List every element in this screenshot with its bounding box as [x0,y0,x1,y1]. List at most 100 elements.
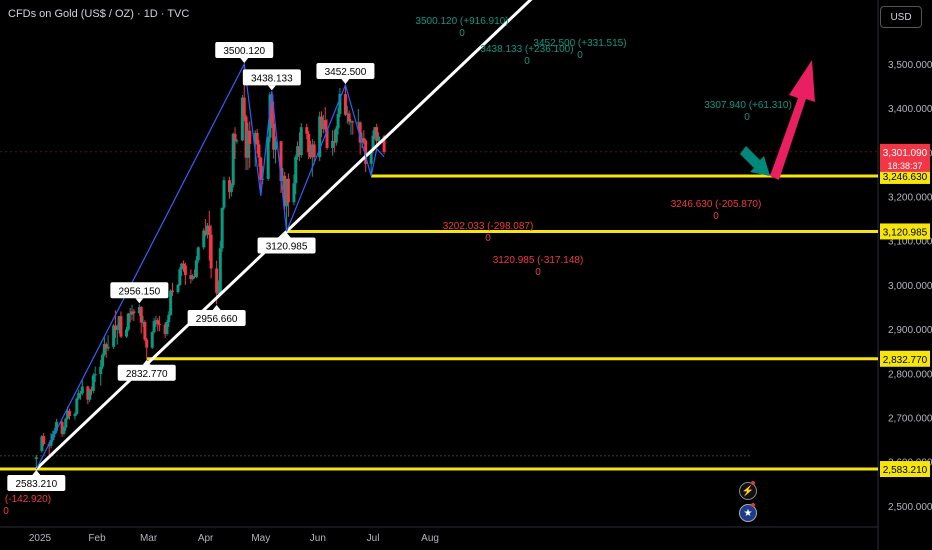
candle-body [67,410,71,417]
candle-body [204,230,208,235]
candle-body [137,306,141,314]
ascending-trendline [35,0,533,471]
candle-body [255,132,259,145]
candle-body [88,389,92,400]
level-price-tag: 3,246.630 [883,172,928,183]
point-label: 3452.500 [325,67,367,78]
countdown-timer: 18:38:37 [887,161,922,171]
current-price-tag-bg [880,143,930,172]
point-label-box [110,282,169,299]
currency-button[interactable]: USD [880,6,922,28]
point-label-tip [135,298,144,304]
pivot-annotation: 3438.133 (+236.100) [480,44,573,55]
candle-body [60,421,64,434]
point-label-tip [267,85,276,91]
candle-body [294,156,298,184]
candle-body [244,116,248,158]
candle-body [167,314,171,323]
candle-body [90,389,94,391]
candle-body [93,374,97,376]
candle-body [307,133,311,153]
candle-body [305,127,309,134]
candle-body [334,128,338,143]
candle-body [347,113,351,122]
candle-body [240,97,244,141]
candle-body [124,329,128,337]
candle-body [130,311,134,315]
candle-body [279,141,283,182]
level-price-tag: 3,120.985 [883,227,928,238]
candle-body [49,439,53,446]
bearish-arrow [740,146,770,176]
candle-body [220,207,224,249]
candle-body [349,121,353,123]
point-label: 2832.770 [126,369,168,380]
y-tick-label: 3,100.000 [888,237,932,248]
point-label-box [257,237,316,254]
candle-body [202,230,206,248]
bullish-arrow [770,60,815,180]
pivot-annotation-sub: 0 [485,233,491,244]
candle-body [163,324,167,334]
candle-body [178,269,182,285]
candle-body [229,185,233,193]
candle-body [62,427,66,434]
candle-body [183,265,187,276]
candle-body [193,276,197,278]
point-label-box [316,62,375,79]
x-tick-label: Apr [198,533,214,544]
candle-body [215,268,219,293]
candle-body [281,175,285,182]
lightning-icon[interactable]: ⚡ [739,482,757,500]
y-tick-label: 3,200.000 [888,193,932,204]
candle-body [362,138,366,141]
y-tick-label: 3,400.000 [888,104,932,115]
candle-body [152,321,156,333]
candle-body [55,421,59,431]
us-flag-icon[interactable]: ★ [739,504,757,522]
candle-body [382,136,386,152]
candle-body [318,116,322,158]
candle-body [170,290,174,292]
point-label: 2583.210 [15,479,57,490]
point-label: 3438.133 [251,73,293,84]
candle-body [373,127,377,136]
pivot-annotation: 3202.033 (-298.087) [443,221,534,232]
candle-body [189,275,193,280]
point-label: 3120.985 [266,241,308,252]
candle-body [34,457,38,459]
candle-body [207,225,211,235]
candle-body [283,175,287,207]
candle-body [299,127,303,156]
candle-body [296,146,300,157]
candle-body [364,140,368,164]
pivot-annotation-sub: 0 [524,56,530,67]
pivot-annotation-sub: 0 [459,28,465,39]
level-price-tag-bg [880,223,930,240]
candle-body [40,436,44,452]
candle-body [101,354,105,367]
candle-body [233,133,237,141]
candle-body [312,144,316,158]
candle-body [285,178,289,207]
candle-body [91,375,95,391]
x-tick-label: May [251,533,270,544]
candle-body [145,339,149,348]
level-price-tag-bg [880,167,930,184]
candle-body [141,322,145,324]
candle-body [128,313,132,315]
candle-body [182,263,186,266]
pivot-annotation-sub: 0 [577,50,583,61]
candle-body [375,127,379,141]
y-tick-label: 2,900.000 [888,325,932,336]
candle-body [143,322,147,340]
candle-body [104,344,108,349]
point-label-box [187,310,246,327]
candle-body [292,183,296,203]
pivot-annotation-sub: 0 [3,506,9,517]
candle-body [336,113,340,129]
candle-body [259,157,263,180]
